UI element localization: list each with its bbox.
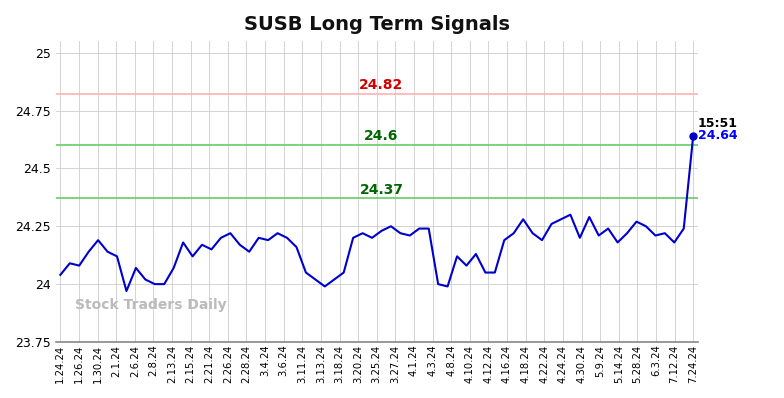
Text: 24.6: 24.6 (365, 129, 399, 143)
Text: 24.64: 24.64 (698, 129, 738, 142)
Text: 15:51: 15:51 (698, 117, 738, 130)
Text: 24.37: 24.37 (360, 183, 404, 197)
Text: 24.82: 24.82 (359, 78, 404, 92)
Text: Stock Traders Daily: Stock Traders Daily (75, 298, 227, 312)
Title: SUSB Long Term Signals: SUSB Long Term Signals (244, 15, 510, 34)
